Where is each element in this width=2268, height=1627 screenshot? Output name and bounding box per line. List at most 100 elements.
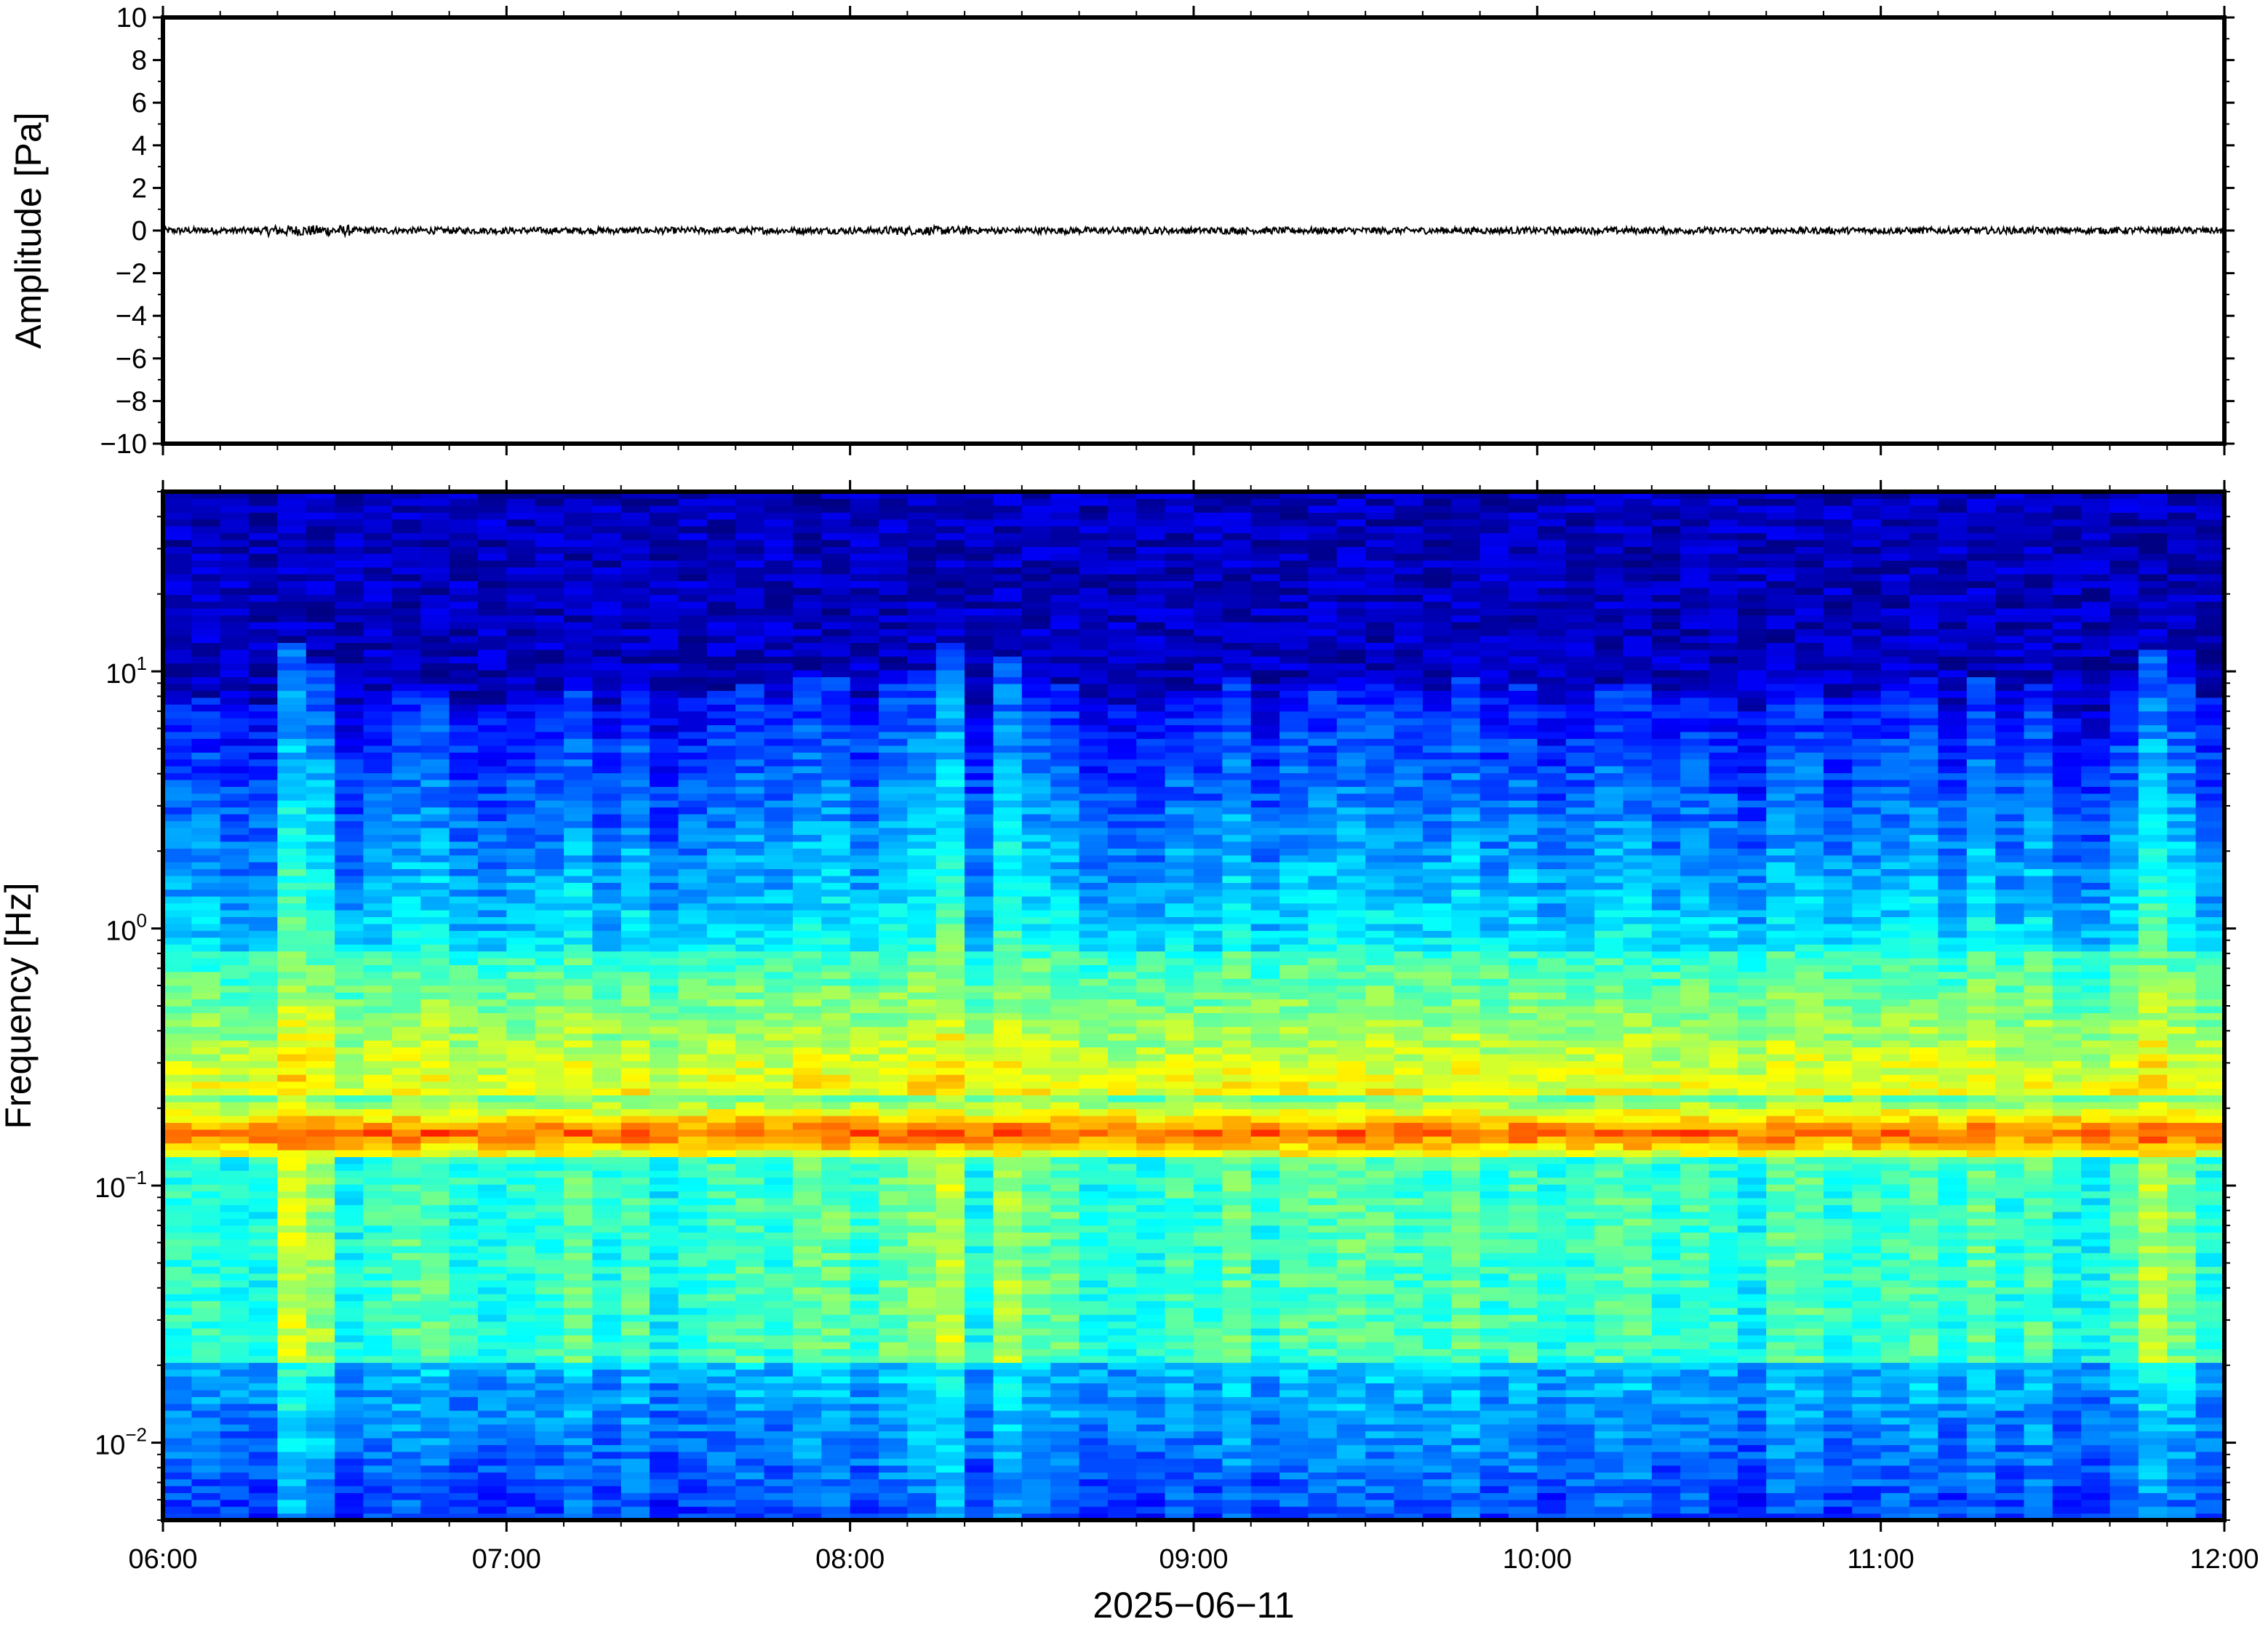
- heatmap-cell: [392, 690, 421, 697]
- heatmap-cell: [163, 793, 192, 801]
- heatmap-cell: [821, 663, 850, 671]
- heatmap-cell: [306, 505, 335, 513]
- heatmap-cell: [735, 1122, 764, 1130]
- heatmap-cell: [1079, 1362, 1109, 1370]
- heatmap-cell: [793, 1506, 822, 1514]
- heatmap-cell: [965, 910, 994, 917]
- heatmap-cell: [249, 594, 278, 601]
- heatmap-cell: [1022, 636, 1051, 643]
- heatmap-cell: [420, 1204, 450, 1212]
- heatmap-cell: [592, 615, 621, 623]
- heatmap-cell: [277, 725, 306, 732]
- heatmap-cell: [965, 1308, 994, 1315]
- heatmap-cell: [994, 951, 1023, 959]
- heatmap-cell: [306, 1034, 335, 1041]
- heatmap-cell: [506, 1280, 535, 1287]
- heatmap-cell: [735, 533, 764, 540]
- heatmap-cell: [879, 842, 908, 849]
- heatmap-cell: [191, 938, 220, 945]
- heatmap-cell: [450, 1246, 479, 1253]
- heatmap-cell: [478, 1034, 507, 1041]
- heatmap-cell: [793, 512, 822, 519]
- heatmap-cell: [936, 711, 965, 719]
- heatmap-cell: [163, 1164, 192, 1171]
- heatmap-cell: [277, 663, 306, 671]
- heatmap-cell: [1050, 1156, 1079, 1164]
- heatmap-cell: [821, 1164, 850, 1171]
- heatmap-cell: [163, 1438, 192, 1445]
- heatmap-cell: [564, 711, 593, 719]
- heatmap-cell: [392, 718, 421, 725]
- heatmap-cell: [249, 588, 278, 595]
- heatmap-cell: [879, 1348, 908, 1356]
- heatmap-cell: [936, 903, 965, 911]
- heatmap-cell: [735, 1082, 764, 1089]
- heatmap-cell: [535, 821, 564, 828]
- heatmap-cell: [277, 1054, 306, 1061]
- heatmap-cell: [735, 1418, 764, 1425]
- heatmap-cell: [994, 1308, 1023, 1315]
- heatmap-cell: [907, 615, 936, 623]
- heatmap-cell: [392, 999, 421, 1007]
- heatmap-cell: [364, 862, 393, 869]
- heatmap-cell: [1022, 690, 1051, 697]
- heatmap-cell: [1050, 1130, 1079, 1137]
- heatmap-cell: [994, 1300, 1023, 1308]
- heatmap-cell: [850, 1150, 879, 1157]
- heatmap-cell: [277, 1466, 306, 1473]
- heatmap-cell: [420, 1136, 450, 1143]
- heatmap-cell: [478, 1095, 507, 1103]
- heatmap-cell: [191, 1020, 220, 1027]
- heatmap-cell: [535, 1246, 564, 1253]
- heatmap-cell: [364, 1294, 393, 1301]
- heatmap-cell: [163, 553, 192, 561]
- heatmap-cell: [907, 526, 936, 533]
- heatmap-cell: [478, 910, 507, 917]
- heatmap-cell: [821, 1396, 850, 1404]
- heatmap-cell: [420, 1342, 450, 1349]
- heatmap-cell: [707, 1376, 736, 1383]
- heatmap-cell: [364, 718, 393, 725]
- heatmap-cell: [793, 1308, 822, 1315]
- heatmap-cell: [850, 855, 879, 863]
- heatmap-cell: [850, 1006, 879, 1013]
- heatmap-cell: [1050, 807, 1079, 815]
- heatmap-cell: [965, 1500, 994, 1507]
- heatmap-cell: [420, 567, 450, 575]
- heatmap-cell: [793, 1082, 822, 1089]
- heatmap-cell: [420, 780, 450, 787]
- heatmap-cell: [879, 684, 908, 691]
- heatmap-cell: [478, 1102, 507, 1109]
- heatmap-cell: [850, 601, 879, 609]
- heatmap-cell: [850, 876, 879, 883]
- heatmap-cell: [420, 1040, 450, 1047]
- heatmap-cell: [364, 917, 393, 924]
- heatmap-cell: [735, 1204, 764, 1212]
- heatmap-cell: [249, 1034, 278, 1041]
- heatmap-cell: [707, 1212, 736, 1219]
- heatmap-cell: [707, 814, 736, 821]
- heatmap-cell: [335, 1342, 364, 1349]
- heatmap-cell: [793, 1396, 822, 1404]
- heatmap-cell: [592, 553, 621, 561]
- heatmap-cell: [506, 540, 535, 547]
- heatmap-cell: [821, 855, 850, 863]
- heatmap-cell: [650, 588, 679, 595]
- heatmap-cell: [478, 1438, 507, 1445]
- heatmap-cell: [220, 924, 249, 931]
- heatmap-cell: [420, 1108, 450, 1116]
- heatmap-cell: [965, 629, 994, 636]
- heatmap-cell: [220, 1232, 249, 1239]
- heatmap-cell: [535, 519, 564, 527]
- heatmap-cell: [564, 786, 593, 793]
- heatmap-cell: [306, 1438, 335, 1445]
- heatmap-cell: [535, 738, 564, 745]
- heatmap-cell: [249, 821, 278, 828]
- heatmap-cell: [1050, 938, 1079, 945]
- heatmap-cell: [364, 1102, 393, 1109]
- heatmap-cell: [450, 1452, 479, 1459]
- heatmap-cell: [735, 862, 764, 869]
- heatmap-cell: [592, 738, 621, 745]
- heatmap-cell: [277, 1178, 306, 1185]
- heatmap-cell: [707, 1226, 736, 1233]
